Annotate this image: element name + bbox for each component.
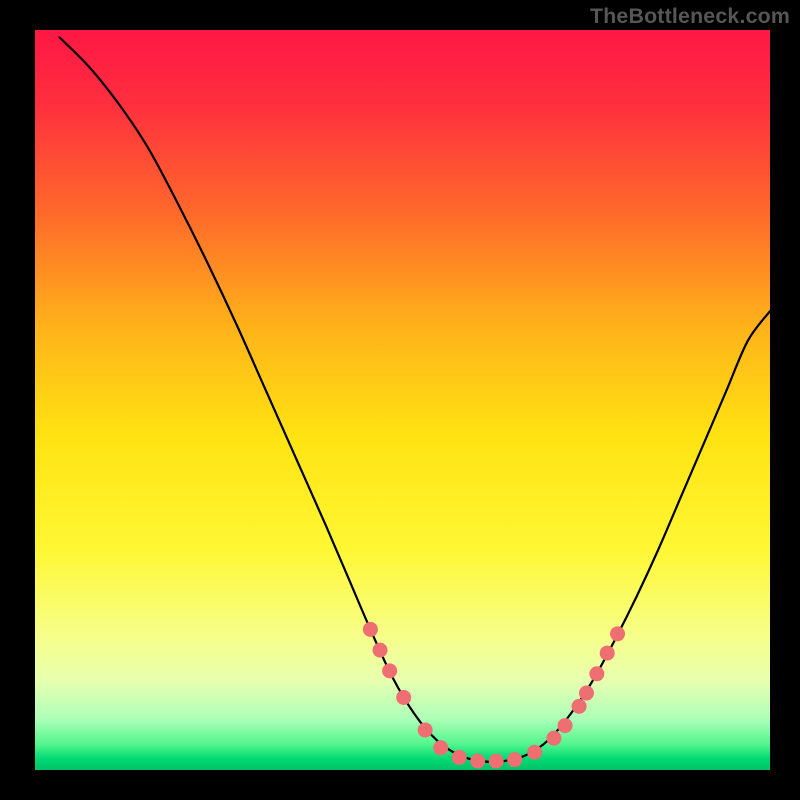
marker-dot bbox=[558, 718, 573, 733]
marker-dot bbox=[382, 663, 397, 678]
marker-dot bbox=[527, 745, 542, 760]
marker-dot bbox=[470, 754, 485, 769]
marker-dot bbox=[589, 666, 604, 681]
marker-dot bbox=[546, 731, 561, 746]
marker-dot bbox=[452, 750, 467, 765]
marker-dot bbox=[579, 686, 594, 701]
marker-dot bbox=[418, 723, 433, 738]
marker-dot bbox=[433, 740, 448, 755]
marker-dot bbox=[600, 646, 615, 661]
marker-dot bbox=[396, 690, 411, 705]
marker-dot bbox=[489, 754, 504, 769]
marker-dot bbox=[507, 752, 522, 767]
marker-dot bbox=[572, 699, 587, 714]
marker-dot bbox=[373, 643, 388, 658]
chart-stage: TheBottleneck.com bbox=[0, 0, 800, 800]
marker-dot bbox=[610, 626, 625, 641]
chart-svg bbox=[0, 0, 800, 800]
gradient-background bbox=[35, 30, 770, 770]
marker-dot bbox=[363, 622, 378, 637]
